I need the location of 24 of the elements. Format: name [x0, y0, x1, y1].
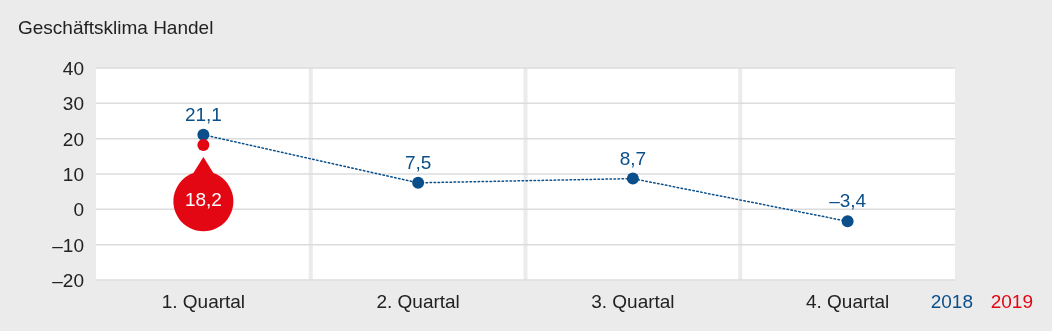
- x-tick-label: 4. Quartal: [805, 291, 890, 312]
- point: [841, 215, 854, 228]
- y-tick-label: 10: [62, 164, 84, 185]
- chart-title: Geschäftsklima Handel: [18, 17, 214, 38]
- point: [197, 139, 210, 152]
- x-tick-label: 2. Quartal: [376, 291, 460, 312]
- x-tick-label: 1. Quartal: [161, 291, 246, 312]
- point: [197, 128, 210, 141]
- text: 2018: [930, 291, 973, 312]
- data-label: –3,4: [829, 190, 867, 212]
- y-tick-label: –10: [52, 234, 84, 256]
- text: 2019: [990, 291, 1033, 312]
- x-tick-label: 3. Quartal: [591, 291, 675, 312]
- y-tick-label: 40: [62, 58, 84, 79]
- point: [626, 172, 639, 185]
- y-tick-label: 0: [73, 199, 84, 221]
- data-label: 21,1: [184, 103, 222, 125]
- y-tick-label: 30: [62, 93, 84, 115]
- data-label: 18,2: [184, 189, 222, 211]
- data-label: 8,7: [619, 147, 647, 169]
- y-tick-label: 20: [62, 128, 84, 150]
- y-tick-label: –20: [52, 270, 84, 291]
- data-label: 7,5: [404, 151, 432, 173]
- point: [412, 176, 425, 189]
